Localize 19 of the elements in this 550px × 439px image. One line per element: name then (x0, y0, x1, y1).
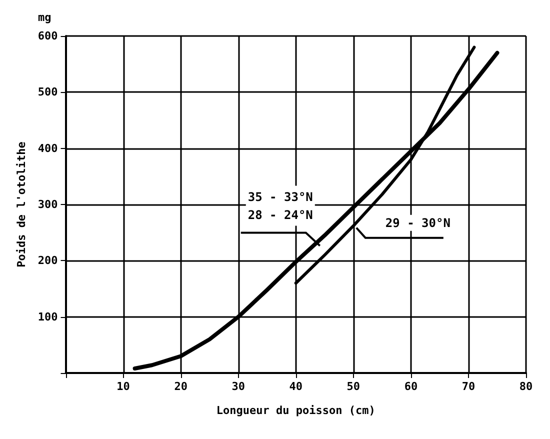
x-tick-label: 10 (116, 380, 130, 393)
x-tick-label: 70 (462, 380, 476, 393)
series-label: 35 - 33°N 28 - 24°N (248, 190, 313, 222)
x-tick-label: 20 (174, 380, 188, 393)
y-tick-label: 200 (38, 254, 58, 268)
series-label: 29 - 30°N (385, 216, 450, 230)
x-axis-title: Longueur du poisson (cm) (216, 404, 376, 417)
y-tick-label: 600 (38, 30, 58, 42)
y-tick-label: 100 (38, 310, 58, 324)
text: mg (38, 11, 52, 24)
x-tick-label: 30 (232, 380, 245, 393)
y-axis-title: Poids de l'otolithe (15, 141, 28, 268)
y-tick-label: 500 (38, 86, 58, 99)
x-tick-label: 60 (404, 380, 418, 393)
y-tick-label: 400 (38, 142, 58, 155)
x-tick-label: 80 (519, 380, 533, 393)
x-tick-label: 40 (289, 380, 303, 393)
y-tick-label: 300 (38, 198, 58, 211)
x-tick-label: 50 (346, 380, 360, 393)
